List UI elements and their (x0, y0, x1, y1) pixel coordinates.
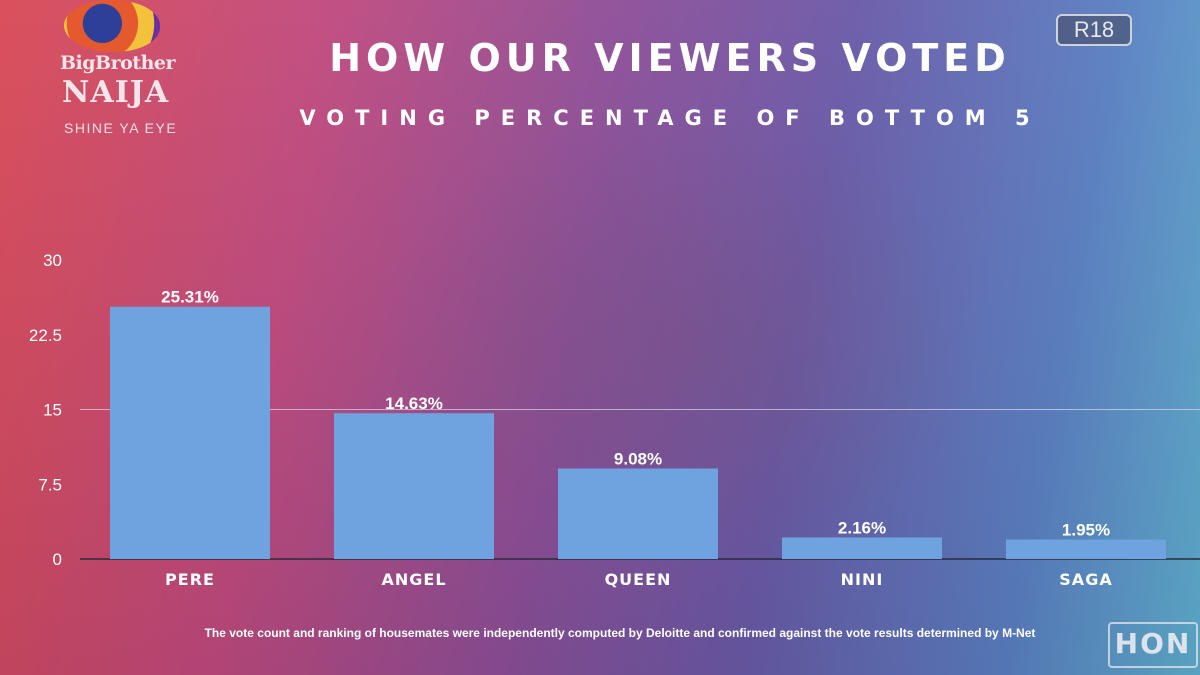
x-tick-label: ANGEL (381, 570, 446, 589)
watermark-logo: HON (1108, 622, 1198, 668)
y-tick-label: 22.5 (29, 326, 62, 345)
data-label: 2.16% (838, 518, 886, 537)
data-label: 9.08% (614, 450, 662, 469)
logo-line-1: BigBrother (60, 52, 176, 74)
show-logo: BigBrother NAIJA SHINE YA EYE (50, 0, 185, 150)
x-tick-label: SAGA (1059, 570, 1112, 589)
x-tick-label: PERE (165, 570, 215, 589)
data-label: 1.95% (1062, 521, 1110, 540)
page-title: HOW OUR VIEWERS VOTED (329, 36, 1011, 80)
y-tick-label: 30 (43, 251, 62, 270)
rating-badge: R18 (1056, 14, 1132, 46)
data-label: 25.31% (161, 288, 219, 307)
bar-nini (782, 537, 942, 559)
y-tick-label: 0 (53, 550, 62, 569)
bar-chart: 0 7.5 15 22.5 30 25.31% 14.63% 9.08% 2.16% 1.95%… (29, 251, 1200, 589)
logo-tagline: SHINE YA EYE (64, 120, 178, 136)
bar-saga (1006, 539, 1166, 559)
x-tick-label: QUEEN (605, 570, 672, 589)
eye-logo-icon (64, 0, 160, 52)
y-tick-label: 7.5 (38, 475, 62, 494)
page-subtitle: VOTING PERCENTAGE OF BOTTOM 5 (299, 106, 1041, 130)
bar-queen (558, 468, 718, 559)
y-tick-label: 15 (43, 401, 62, 420)
logo-line-2: NAIJA (62, 75, 170, 110)
footnote: The vote count and ranking of housemates… (204, 626, 1036, 640)
bar-pere (110, 306, 270, 559)
data-label: 14.63% (385, 394, 443, 413)
x-tick-label: NINI (841, 570, 884, 589)
bar-angel (334, 413, 494, 559)
